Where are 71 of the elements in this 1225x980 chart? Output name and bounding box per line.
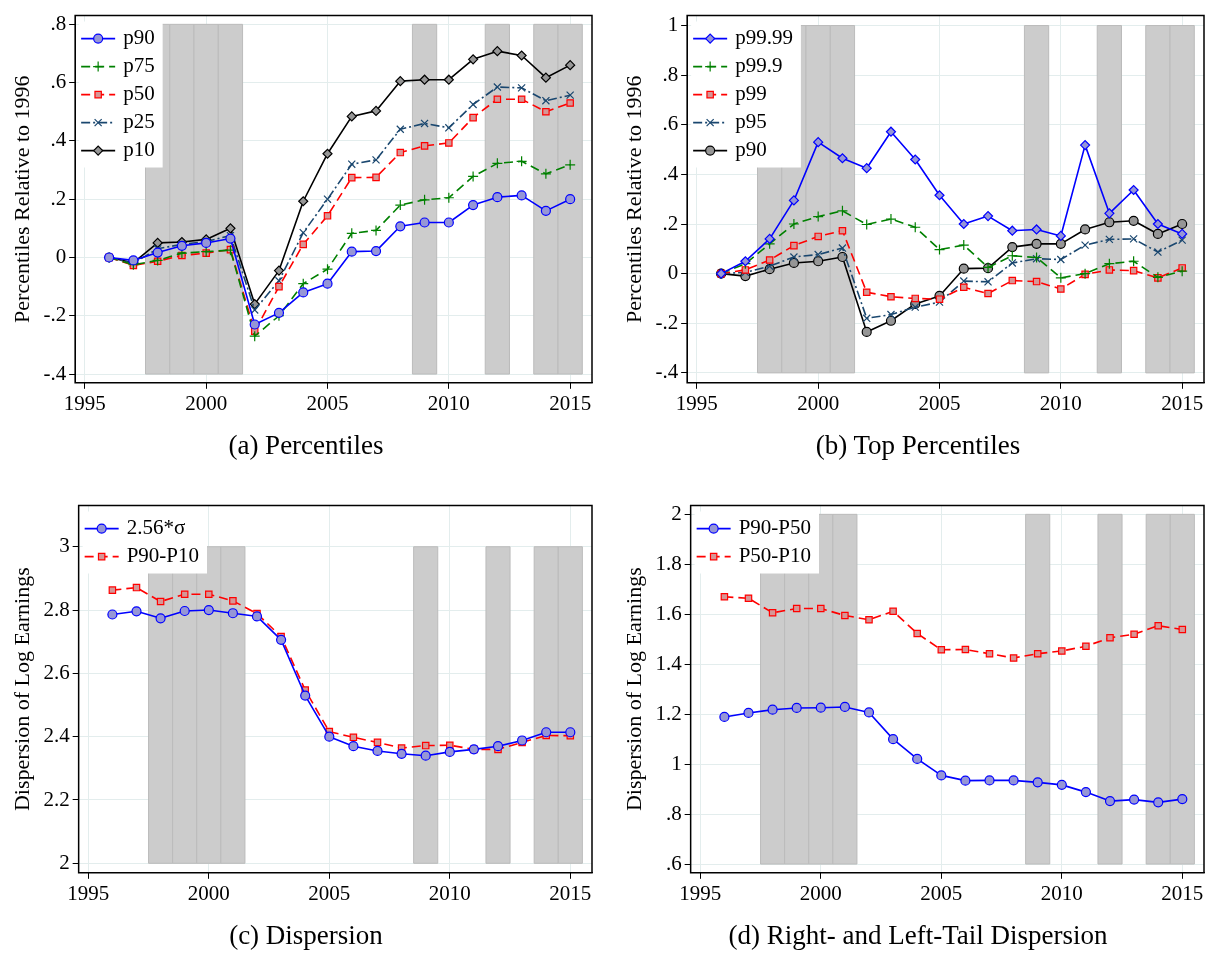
x-tick-label: 2015 [549,880,592,905]
legend-label: p90 [123,25,155,50]
x-tick-label: 1995 [67,880,110,905]
x-tick-label: 2015 [549,390,592,415]
x-tick-label: 2015 [1161,390,1204,415]
legend-label: P90-P10 [126,543,200,568]
legend-label: p25 [123,109,155,134]
x-tick-label: 2010 [427,390,470,415]
y-tick-label: -.2 [43,302,67,327]
x-tick-label: 2010 [1039,390,1082,415]
y-tick-label: -.4 [655,359,679,384]
legend-label: p75 [123,53,155,78]
text: (d) Right- and Left-Tail Dispersion [727,920,1109,951]
y-tick-label: .6 [50,69,67,94]
x-tick-label: 2005 [308,880,351,905]
y-tick-label: 1 [667,12,679,37]
x-tick-label: 2015 [1161,880,1204,905]
x-tick-label: 2010 [428,880,471,905]
y-tick-label: .8 [50,10,67,35]
y-tick-label: 3 [59,533,70,558]
y-tick-label: .2 [50,185,67,210]
x-tick-label: 2005 [918,390,961,415]
y-axis-title: Percentiles Relative to 1996 [8,75,34,323]
y-tick-label: 2 [59,849,70,874]
x-tick-label: 2000 [185,390,228,415]
y-tick-label: .6 [662,111,679,136]
x-tick-label: 1995 [63,390,106,415]
x-tick-label: 2000 [797,390,840,415]
y-tick-label: .4 [662,160,679,185]
text: (c) Dispersion [228,920,384,951]
x-tick-label: 2000 [187,880,230,905]
y-tick-label: -.2 [655,309,679,334]
legend-label: 2.56*σ [126,515,186,540]
legend-label: p50 [123,81,155,106]
x-tick-label: 2005 [306,390,349,415]
legend-label: P90-P50 [738,515,812,540]
text: (b) Top Percentiles [814,430,1022,461]
y-tick-label: 1.8 [655,550,682,575]
y-tick-label: 1.2 [655,700,682,725]
y-tick-label: .8 [662,61,679,86]
y-tick-label: 2 [671,500,682,525]
legend-label: p95 [735,109,767,134]
legend-label: p90 [735,137,767,162]
y-tick-label: .8 [665,800,682,825]
x-tick-label: 1995 [675,390,718,415]
x-tick-label: 1995 [679,880,722,905]
y-axis-title: Dispersion of Log Earnings [620,567,646,812]
y-tick-label: .4 [50,127,67,152]
y-tick-label: 1.4 [655,650,683,675]
x-tick-label: 2005 [920,880,963,905]
y-axis-title: Dispersion of Log Earnings [8,567,34,812]
y-tick-label: .2 [662,210,679,235]
text: (a) Percentiles [227,430,385,461]
legend-label: p99.9 [735,53,783,78]
x-tick-label: 2010 [1040,880,1083,905]
legend-label: p99.99 [735,25,793,50]
y-tick-label: 2.6 [43,659,70,684]
y-tick-label: 0 [55,244,67,268]
y-tick-label: 1 [671,750,682,775]
y-tick-label: 0 [667,260,679,285]
x-tick-label: 2000 [799,880,842,905]
legend-label: p99 [735,81,767,106]
y-tick-label: 2.8 [43,596,70,621]
y-tick-label: 1.6 [655,600,682,625]
legend-label: P50-P10 [738,543,812,568]
y-axis-title: Percentiles Relative to 1996 [620,75,646,323]
y-tick-label: 2.4 [43,723,71,748]
y-tick-label: 2.2 [43,786,70,811]
y-tick-label: .6 [665,850,682,875]
y-tick-label: -.4 [43,360,67,385]
legend-label: p10 [123,137,155,162]
